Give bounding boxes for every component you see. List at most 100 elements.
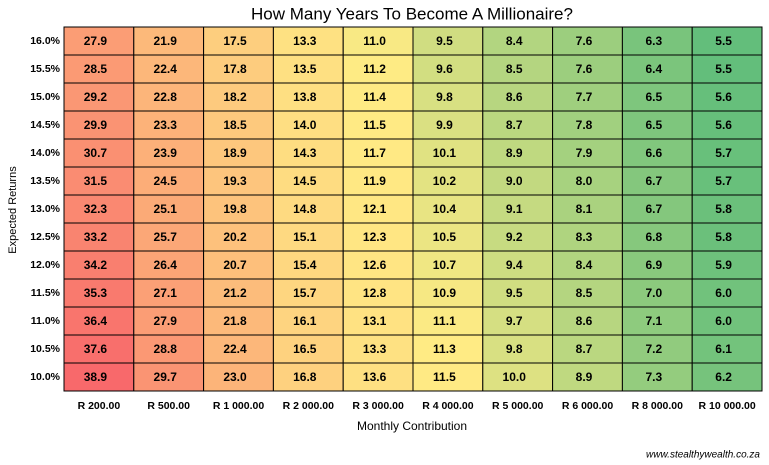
cell-value: 6.4 [645,62,662,76]
cell [203,222,274,252]
cell [203,278,274,308]
cell-value: 6.6 [645,146,662,160]
cell [482,138,554,168]
cell-value: 5.7 [715,174,732,188]
cell-value: 32.3 [84,202,108,216]
column-label: R 4 000.00 [422,400,474,412]
cell-value: 22.4 [223,342,247,356]
cell-value: 9.8 [506,342,523,356]
cell-value: 6.9 [645,258,662,272]
cell-value: 9.8 [436,90,453,104]
row-label: 12.5% [30,231,60,243]
cell [203,54,274,84]
cell-value: 15.7 [293,286,317,300]
cell-value: 24.5 [154,174,178,188]
cell [203,306,274,336]
cell-value: 10.7 [433,258,457,272]
cell [412,250,484,280]
column-label: R 3 000.00 [352,400,404,412]
cell-value: 13.5 [293,62,317,76]
cell-value: 10.2 [433,174,457,188]
cell [552,54,623,84]
cell-value: 7.2 [645,342,662,356]
cell-value: 8.0 [576,174,593,188]
cell-value: 19.3 [223,174,247,188]
cell-value: 14.8 [293,202,317,216]
cell-value: 7.8 [576,118,593,132]
cell [133,82,205,112]
cell-value: 29.9 [84,118,108,132]
cell-value: 18.9 [223,146,247,160]
cell-value: 9.9 [436,118,453,132]
cell-value: 13.1 [363,314,387,328]
cell-value: 9.0 [506,174,523,188]
cell [691,278,763,308]
y-axis-label: Expected Returns [7,166,19,254]
cell-value: 10.1 [433,146,457,160]
cell-value: 6.5 [645,90,662,104]
cell [552,110,623,140]
cell-value: 9.2 [506,230,523,244]
cell-value: 11.1 [433,314,456,328]
cell-value: 13.3 [363,342,387,356]
cell [621,222,693,252]
cell-value: 8.6 [506,90,523,104]
cell-value: 16.5 [293,342,317,356]
cell [203,82,274,112]
cell [272,138,344,168]
cell [203,138,274,168]
cell [621,138,693,168]
cell-value: 18.2 [223,90,247,104]
cell [691,194,763,224]
column-label: R 1 000.00 [213,400,265,412]
cell [691,110,763,140]
cell-value: 6.7 [645,202,662,216]
cell [412,222,484,252]
cell-value: 7.3 [645,370,662,384]
cell-value: 8.9 [576,370,593,384]
row-label: 15.0% [30,91,60,103]
cell [133,54,205,84]
cell [133,222,205,252]
cell-value: 12.1 [363,202,387,216]
cell-value: 14.5 [293,174,317,188]
cell-value: 6.8 [645,230,662,244]
cell-value: 15.4 [293,258,317,272]
cell [412,54,484,84]
cell-value: 17.5 [223,34,247,48]
cell-value: 10.4 [433,202,457,216]
cell-value: 8.4 [506,34,523,48]
cell-value: 38.9 [84,370,108,384]
cell [342,54,414,84]
cell [272,166,344,196]
cell-value: 13.8 [293,90,317,104]
cell [691,250,763,280]
cell [621,82,693,112]
cell-value: 37.6 [84,342,108,356]
cell [691,54,763,84]
cell [621,110,693,140]
cell-value: 8.9 [506,146,523,160]
cell-value: 11.5 [363,118,386,132]
cell [342,194,414,224]
cell-value: 8.5 [506,62,523,76]
cell-value: 7.6 [576,62,593,76]
column-label: R 6 000.00 [562,400,614,412]
cell [203,194,274,224]
cell [621,26,693,56]
cell-value: 26.4 [154,258,178,272]
cell-value: 9.6 [436,62,453,76]
cell [63,362,135,392]
cell [621,306,693,336]
cell-value: 28.5 [84,62,108,76]
column-label: R 2 000.00 [283,400,335,412]
cell-value: 9.5 [436,34,453,48]
cell [63,250,135,280]
cell [63,138,135,168]
chart-title: How Many Years To Become A Millionaire? [251,4,573,23]
cell-value: 8.3 [576,230,593,244]
row-label: 10.0% [30,371,60,383]
cell [412,278,484,308]
cell [552,278,623,308]
cell [63,306,135,336]
